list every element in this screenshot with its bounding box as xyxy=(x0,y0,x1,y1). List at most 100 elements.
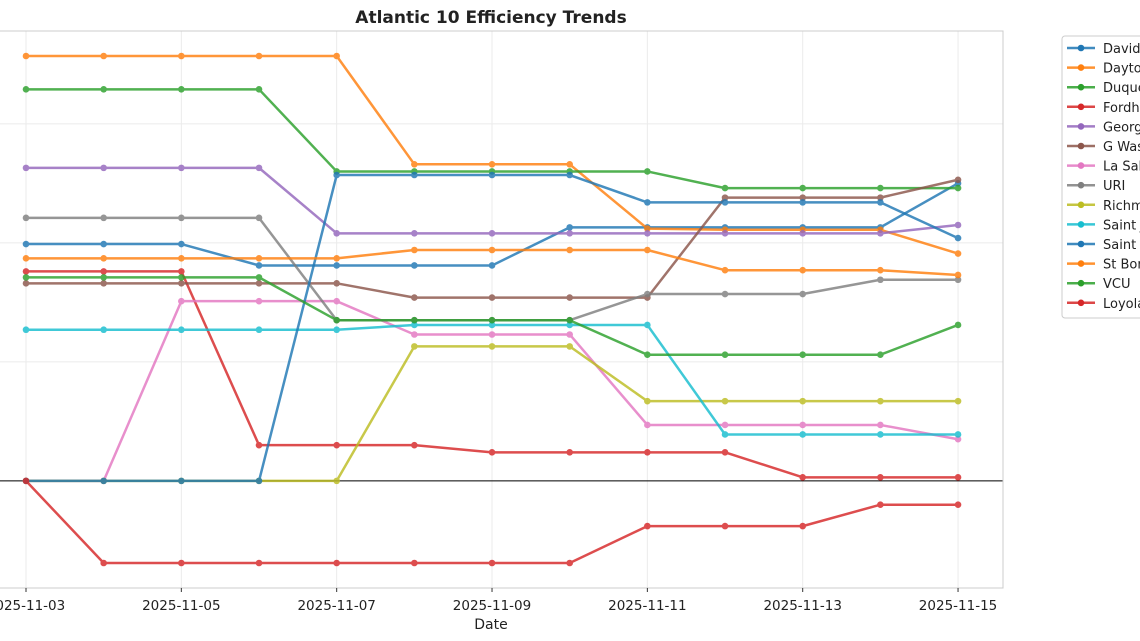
data-point xyxy=(411,171,418,179)
data-point xyxy=(644,246,651,254)
x-axis-label: Date xyxy=(474,617,507,633)
data-point xyxy=(644,449,651,456)
series-la-salle xyxy=(22,297,962,485)
data-point xyxy=(877,184,884,192)
data-point xyxy=(178,214,185,222)
data-point xyxy=(100,214,107,222)
data-point xyxy=(877,276,884,284)
data-point xyxy=(178,274,185,281)
data-point xyxy=(877,431,884,438)
data-point xyxy=(22,268,30,275)
data-point xyxy=(100,268,107,275)
data-point xyxy=(799,431,806,438)
data-point xyxy=(333,326,340,334)
data-point xyxy=(255,326,263,334)
data-point xyxy=(566,230,573,237)
series-group xyxy=(22,52,962,567)
data-point xyxy=(178,164,185,172)
data-point xyxy=(877,230,884,237)
data-point xyxy=(644,421,651,429)
legend-marker xyxy=(1077,142,1085,150)
series-loyola-chicago xyxy=(22,477,962,567)
data-point xyxy=(255,164,263,172)
legend-item: Duquesne xyxy=(1067,81,1140,96)
data-point xyxy=(333,297,340,305)
data-point xyxy=(566,331,573,338)
data-point xyxy=(255,262,263,269)
data-point xyxy=(566,224,573,231)
legend-item: URI xyxy=(1067,179,1125,194)
data-point xyxy=(488,262,496,269)
data-point xyxy=(566,294,573,301)
legend-item: Davidson xyxy=(1067,42,1140,57)
legend-item: La Salle xyxy=(1067,160,1140,175)
legend-item: George Mason xyxy=(1067,120,1140,135)
data-point xyxy=(333,280,340,287)
data-point xyxy=(877,199,884,206)
data-point xyxy=(488,321,496,329)
data-point xyxy=(644,351,651,359)
data-point xyxy=(178,240,185,248)
legend-label: G Washington xyxy=(1103,140,1140,155)
data-point xyxy=(954,474,962,481)
data-point xyxy=(22,274,30,281)
data-point xyxy=(411,559,418,567)
legend-label: Saint Joseph's xyxy=(1103,218,1140,233)
legend-item: St Bonaventure xyxy=(1067,258,1140,273)
data-point xyxy=(22,52,30,60)
data-point xyxy=(877,421,884,429)
data-point xyxy=(566,246,573,254)
data-point xyxy=(178,268,185,275)
data-point xyxy=(333,477,340,485)
data-point xyxy=(22,477,30,485)
data-point xyxy=(178,297,185,305)
data-point xyxy=(411,160,418,168)
legend-label: Saint Louis xyxy=(1103,238,1140,253)
data-point xyxy=(100,326,107,334)
data-point xyxy=(411,331,418,338)
legend-item: G Washington xyxy=(1067,140,1140,155)
data-point xyxy=(333,230,340,237)
data-point xyxy=(644,168,651,175)
data-point xyxy=(333,255,340,262)
data-point xyxy=(566,316,573,324)
legend-label: Loyola Chicago xyxy=(1103,297,1140,312)
legend-item: Fordham xyxy=(1067,101,1140,116)
series-fordham xyxy=(22,268,962,481)
data-point xyxy=(411,441,418,449)
data-point xyxy=(488,160,496,168)
x-tick-labels: 2025-11-03 2025-11-05 2025-11-07 2025-11-09… xyxy=(0,588,997,614)
data-point xyxy=(799,351,806,359)
x-tick-label: 2025-11-03 xyxy=(0,598,65,614)
data-point xyxy=(22,280,30,287)
data-point xyxy=(100,559,107,567)
legend-item: Loyola Chicago xyxy=(1067,297,1140,312)
data-point xyxy=(799,230,806,237)
data-point xyxy=(411,246,418,254)
data-point xyxy=(22,214,30,222)
data-point xyxy=(178,559,185,567)
data-point xyxy=(255,280,263,287)
data-point xyxy=(954,501,962,508)
legend-item: Saint Joseph's xyxy=(1067,218,1140,233)
legend-label: George Mason xyxy=(1103,120,1140,135)
legend-item: VCU xyxy=(1067,277,1131,292)
data-point xyxy=(954,250,962,257)
legend-marker xyxy=(1077,44,1085,52)
data-point xyxy=(954,321,962,329)
legend-marker xyxy=(1077,83,1085,91)
data-point xyxy=(954,234,962,242)
data-point xyxy=(799,474,806,481)
grid xyxy=(0,31,1003,588)
data-point xyxy=(100,86,107,93)
data-point xyxy=(799,199,806,206)
data-point xyxy=(877,266,884,274)
series-vcu xyxy=(22,274,962,359)
data-point xyxy=(566,559,573,567)
legend-marker xyxy=(1077,279,1085,287)
legend-marker xyxy=(1077,260,1085,267)
data-point xyxy=(333,171,340,179)
data-point xyxy=(721,431,729,438)
data-point xyxy=(100,477,107,485)
